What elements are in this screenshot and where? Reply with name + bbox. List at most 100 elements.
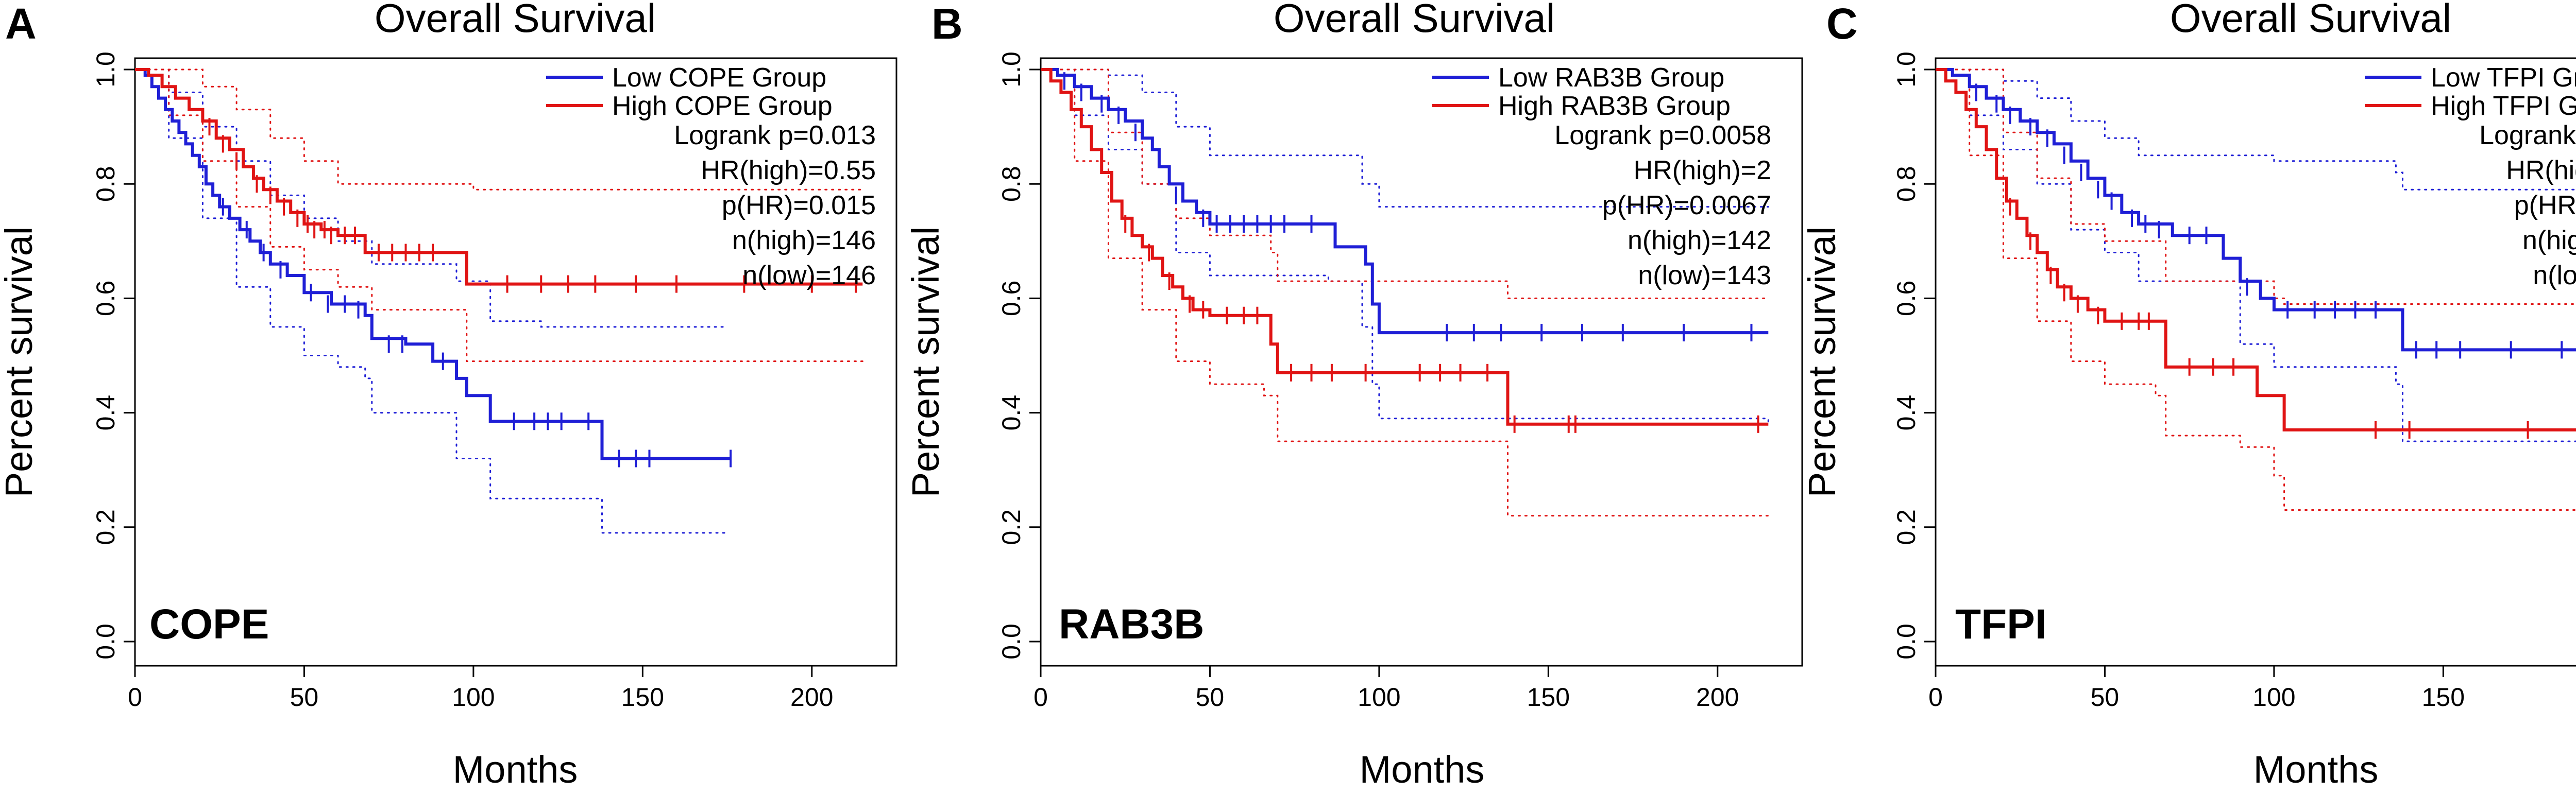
plot-frame <box>1935 57 2576 667</box>
ci-lower-high <box>1935 68 2576 511</box>
legend-label-low: Low COPE Group <box>612 63 826 93</box>
panel-letter: B <box>931 0 963 48</box>
panel-letter: C <box>1826 0 1858 48</box>
stat-p-hr: p(HR)=0.011 <box>2514 191 2576 220</box>
ci-lower-low <box>1040 68 1769 425</box>
survival-curve-high <box>1041 68 1769 426</box>
x-axis: 0 50 100 150 200 <box>1033 666 1739 712</box>
survival-curve-high <box>1936 68 2576 431</box>
ci-upper-low <box>1935 68 2576 191</box>
plot-area <box>134 68 863 534</box>
x-tick-label: 100 <box>452 683 495 712</box>
y-tick-label: 0.8 <box>91 166 120 202</box>
survival-curve-low <box>135 68 731 460</box>
survival-curve-low <box>1936 68 2576 352</box>
x-axis-label: Months <box>1360 748 1485 791</box>
y-tick-label: 0.4 <box>997 395 1026 431</box>
y-tick-label: 0.6 <box>997 281 1026 317</box>
stat-n-high: n(high)=146 <box>732 226 876 255</box>
stat-logrank: Logrank p=0.0058 <box>1554 120 1771 150</box>
x-axis: 0 50 100 150 200 <box>128 666 833 712</box>
y-tick-label: 0.0 <box>91 624 120 660</box>
plot-area <box>1935 68 2576 511</box>
y-axis: 0.0 0.2 0.4 0.6 0.8 1.0 <box>91 51 135 660</box>
y-tick-label: 1.0 <box>91 51 120 88</box>
x-tick-label: 100 <box>1358 683 1400 712</box>
y-axis-label: Percent survival <box>0 227 40 497</box>
plot-frame <box>1040 57 1803 667</box>
gene-label: RAB3B <box>1059 601 1204 648</box>
y-tick-label: 1.0 <box>997 51 1026 88</box>
x-tick-label: 200 <box>1696 683 1739 712</box>
legend-label-high: High COPE Group <box>612 91 833 121</box>
x-tick-label: 50 <box>1196 683 1225 712</box>
stat-logrank: Logrank p=0.01 <box>2479 120 2576 150</box>
legend: Low TFPI Group High TFPI Group <box>2365 63 2576 121</box>
y-tick-label: 0.2 <box>997 509 1026 545</box>
stat-hr: HR(high)=1.8 <box>2506 155 2576 185</box>
x-axis-label: Months <box>2253 748 2379 791</box>
chart-title: Overall Survival <box>2170 0 2451 41</box>
panel-b: B Overall Survival 0 50 100 150 200 0.00.20.… <box>904 0 1803 791</box>
legend-label-high: High TFPI Group <box>2431 91 2576 121</box>
x-tick-label: 0 <box>1033 683 1048 712</box>
x-tick-label: 150 <box>621 683 664 712</box>
stat-p-hr: p(HR)=0.0067 <box>1602 191 1771 220</box>
stat-hr: HR(high)=0.55 <box>701 155 876 185</box>
plot-area <box>1040 68 1769 517</box>
chart-title: Overall Survival <box>375 0 656 41</box>
y-tick-label: 0.0 <box>1892 624 1921 660</box>
x-tick-label: 150 <box>2422 683 2465 712</box>
y-tick-label: 0.6 <box>91 281 120 317</box>
y-axis: 0.0 0.2 0.4 0.6 0.8 1.0 <box>997 51 1041 660</box>
ci-lower-low <box>134 68 728 534</box>
stat-logrank: Logrank p=0.013 <box>674 120 876 150</box>
ci-upper-high <box>1935 68 2576 305</box>
legend: Low COPE Group High COPE Group <box>546 63 833 121</box>
legend-label-low: Low RAB3B Group <box>1498 63 1724 93</box>
stat-n-low: n(low)=146 <box>2533 261 2576 290</box>
gene-label: TFPI <box>1955 601 2047 648</box>
panel-a: A Overall Survival 0 50 100 150 200 0.00.20.… <box>0 0 897 791</box>
y-tick-label: 0.2 <box>91 509 120 545</box>
ci-upper-high <box>134 68 863 191</box>
stat-n-high: n(high)=142 <box>1628 226 1771 255</box>
y-tick-label: 1.0 <box>1892 51 1921 88</box>
x-tick-label: 0 <box>128 683 142 712</box>
stats-box: Logrank p=0.0058 HR(high)=2 p(HR)=0.0067… <box>1554 120 1771 290</box>
ci-upper-low <box>1040 68 1769 208</box>
y-axis-label: Percent survival <box>904 227 947 497</box>
x-axis-label: Months <box>453 748 578 791</box>
plot-frame <box>134 57 897 667</box>
stat-hr: HR(high)=2 <box>1634 155 1771 185</box>
y-tick-label: 0.8 <box>1892 166 1921 202</box>
survival-curve-low <box>1041 68 1769 335</box>
x-tick-label: 150 <box>1527 683 1570 712</box>
y-tick-label: 0.4 <box>91 395 120 431</box>
y-tick-label: 0.0 <box>997 624 1026 660</box>
y-tick-label: 0.6 <box>1892 281 1921 317</box>
stat-n-high: n(high)=146 <box>2522 226 2576 255</box>
ci-lower-low <box>1935 68 2576 442</box>
x-tick-label: 50 <box>2091 683 2120 712</box>
gene-label: COPE <box>149 601 269 648</box>
survival-curve-high <box>135 68 863 286</box>
y-tick-label: 0.8 <box>997 166 1026 202</box>
x-tick-label: 100 <box>2252 683 2295 712</box>
stat-n-low: n(low)=146 <box>742 261 876 290</box>
y-tick-label: 0.4 <box>1892 395 1921 431</box>
stats-box: Logrank p=0.01 HR(high)=1.8 p(HR)=0.011 … <box>2479 120 2576 290</box>
stat-p-hr: p(HR)=0.015 <box>722 191 876 220</box>
legend: Low RAB3B Group High RAB3B Group <box>1432 63 1731 121</box>
chart-title: Overall Survival <box>1274 0 1555 41</box>
y-tick-label: 0.2 <box>1892 509 1921 545</box>
legend-label-low: Low TFPI Group <box>2431 63 2576 93</box>
panel-letter: A <box>5 0 37 48</box>
x-tick-label: 50 <box>290 683 319 712</box>
legend-label-high: High RAB3B Group <box>1498 91 1731 121</box>
y-axis-label: Percent survival <box>1801 227 1843 497</box>
stats-box: Logrank p=0.013 HR(high)=0.55 p(HR)=0.01… <box>674 120 876 290</box>
ci-upper-high <box>1040 68 1769 299</box>
